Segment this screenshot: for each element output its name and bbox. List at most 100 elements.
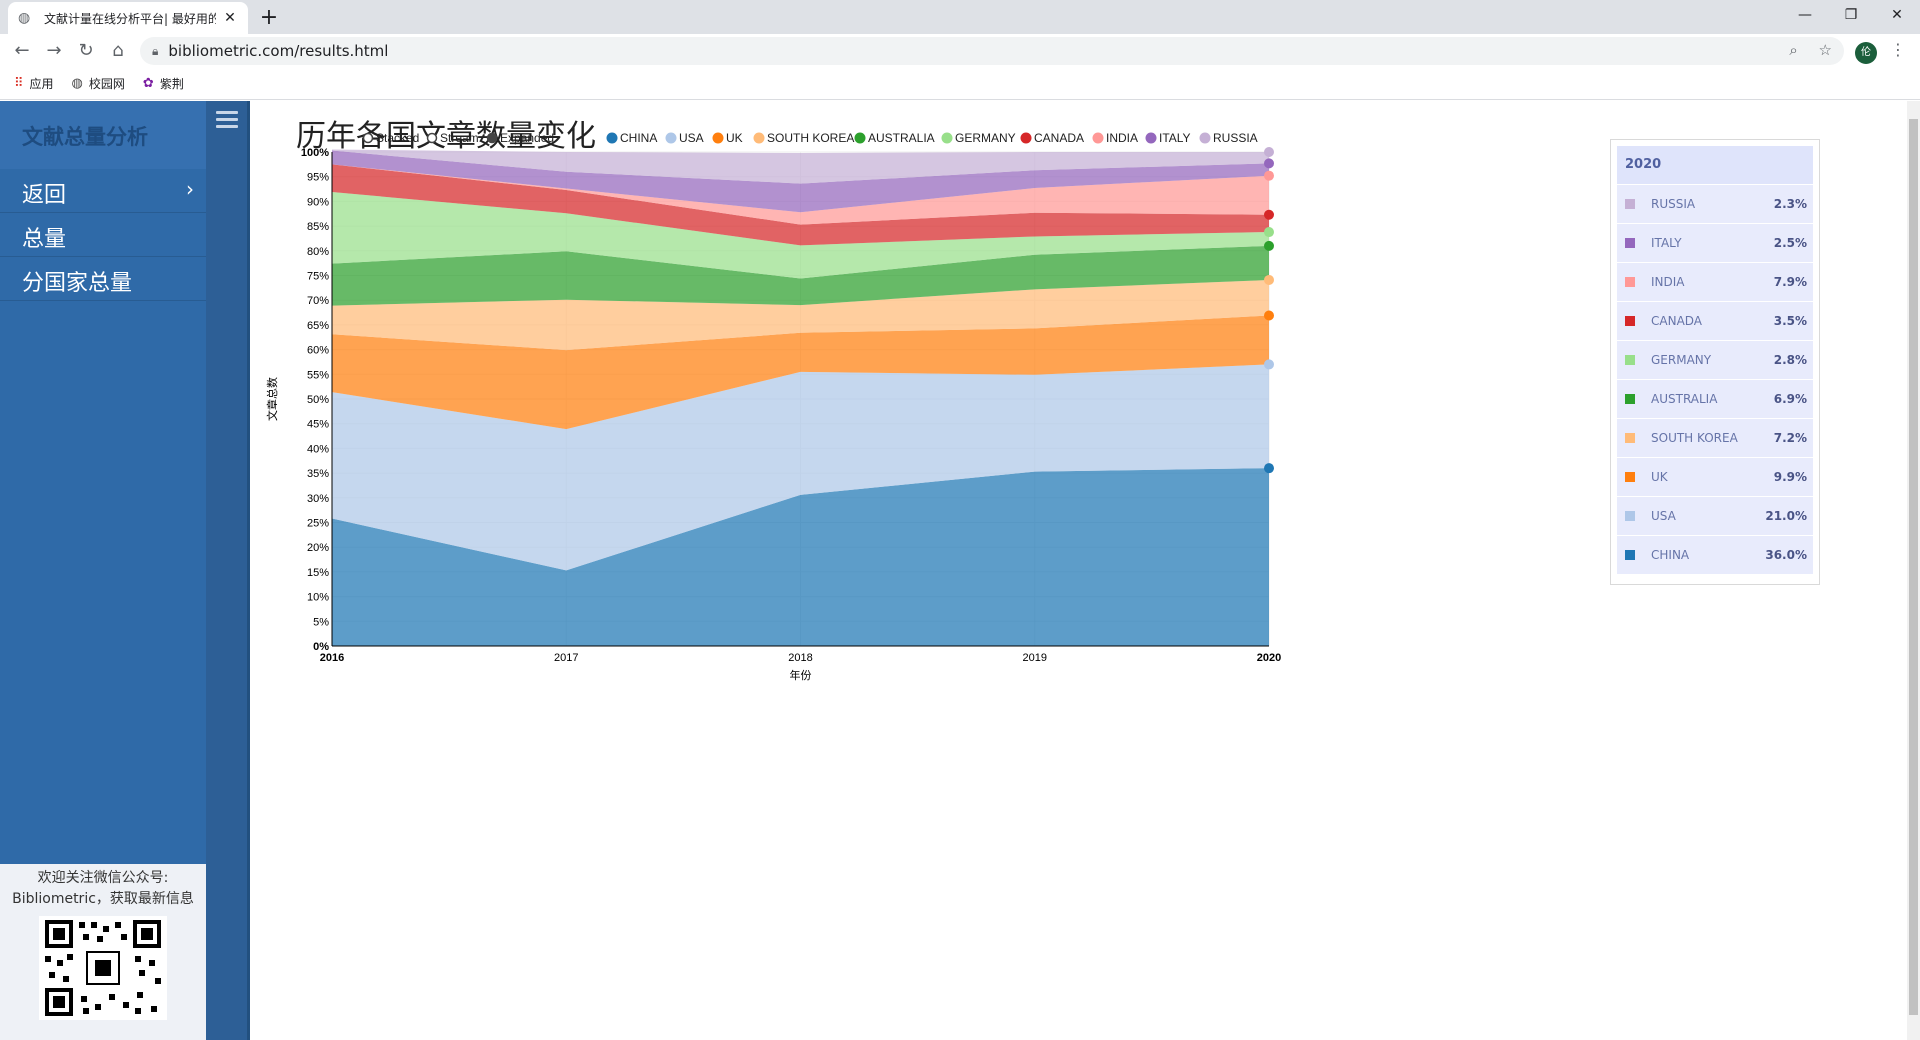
sidebar-title: 文献总量分析 [0, 101, 206, 169]
legend-label-italy[interactable]: ITALY [1159, 131, 1191, 145]
y-tick-label: 50% [307, 394, 329, 406]
footer-line1: 欢迎关注微信公众号: [37, 870, 169, 886]
home-icon[interactable]: ⌂ [112, 40, 124, 61]
legend-swatch [1625, 355, 1635, 365]
legend-dot-canada[interactable] [1020, 132, 1032, 144]
globe-icon: ◍ [71, 76, 83, 91]
legend-label-china[interactable]: CHINA [620, 131, 657, 145]
legend-dot-uk[interactable] [712, 132, 724, 144]
point-italy-2020 [1264, 158, 1274, 169]
legend-swatch [1625, 394, 1635, 404]
legend-swatch [1625, 277, 1635, 287]
legend-country-name: UK [1651, 470, 1668, 484]
forward-arrow-icon[interactable]: → [46, 40, 62, 61]
y-tick-label: 75% [307, 271, 329, 283]
vertical-scrollbar[interactable] [1907, 101, 1920, 1040]
reload-icon[interactable]: ↻ [78, 40, 94, 61]
area-italy [332, 150, 1269, 213]
zoom-icon[interactable]: ⌕ [1789, 41, 1798, 59]
minimize-button[interactable]: — [1798, 7, 1812, 23]
x-tick-label: 2019 [1023, 652, 1047, 664]
more-menu-icon[interactable]: ⋮ [1890, 40, 1906, 59]
legend-dot-china[interactable] [606, 132, 618, 144]
legend-label-south-korea[interactable]: SOUTH KOREA [767, 131, 854, 145]
bookmark-campus-net[interactable]: ◍ 校园网 [71, 76, 125, 91]
legend-country-name: GERMANY [1651, 353, 1712, 367]
area-canada [332, 164, 1269, 246]
y-tick-label: 45% [307, 419, 329, 431]
sidebar-item-total[interactable]: 总量 [0, 213, 206, 257]
legend-row-uk: UK 9.9% [1617, 458, 1813, 496]
y-tick-label: 5% [313, 616, 329, 628]
sidebar-footer: 欢迎关注微信公众号: Bibliometric，获取最新信息 [0, 864, 206, 1040]
legend-country-name: RUSSIA [1651, 197, 1696, 211]
legend-dot-germany[interactable] [941, 132, 953, 144]
tab-close-icon[interactable]: ✕ [224, 10, 236, 26]
legend-label-usa[interactable]: USA [679, 131, 704, 145]
legend-label-australia[interactable]: AUSTRALIA [868, 131, 935, 145]
legend-row-usa: USA 21.0% [1617, 497, 1813, 535]
sidebar: 文献总量分析 返回 › 总量 分国家总量 欢迎关注微信公众号: Bibliome… [0, 101, 206, 1040]
legend-row-china: CHINA 36.0% [1617, 536, 1813, 574]
mode-label-stream[interactable]: Stream [440, 131, 479, 145]
browser-tab[interactable]: ◍ 文献计量在线分析平台| 最好用的 ✕ [8, 2, 248, 34]
new-tab-button[interactable]: + [259, 5, 279, 30]
legend-dot-usa[interactable] [665, 132, 677, 144]
legend-country-value: 36.0% [1765, 548, 1807, 562]
restore-button[interactable]: ❐ [1844, 7, 1858, 23]
mode-radio-expanded[interactable] [486, 132, 498, 144]
area-india [332, 164, 1269, 225]
legend-label-canada[interactable]: CANADA [1034, 131, 1084, 145]
area-south-korea [332, 279, 1269, 351]
legend-dot-australia[interactable] [854, 132, 866, 144]
area-china [332, 468, 1269, 646]
point-china-2020 [1264, 463, 1274, 474]
legend-country-name: AUSTRALIA [1651, 392, 1718, 406]
y-tick-label: 70% [307, 295, 329, 307]
lock-icon: 🔒︎ [152, 43, 159, 58]
legend-swatch [1625, 511, 1635, 521]
legend-dot-russia[interactable] [1199, 132, 1211, 144]
legend-country-value: 3.5% [1773, 314, 1807, 328]
legend-row-germany: GERMANY 2.8% [1617, 341, 1813, 379]
legend-swatch [1625, 316, 1635, 326]
mode-radio-stacked[interactable] [362, 132, 374, 144]
bookmark-apps[interactable]: ⠿ 应用 [14, 76, 54, 91]
legend-year: 2020 [1617, 146, 1813, 184]
legend-country-value: 21.0% [1765, 509, 1807, 523]
legend-label-germany[interactable]: GERMANY [955, 131, 1016, 145]
sidebar-item-back[interactable]: 返回 › [0, 169, 206, 213]
bookmark-zijing[interactable]: ✿ 紫荆 [142, 76, 184, 91]
legend-country-value: 2.5% [1773, 236, 1807, 250]
main-content: 历年各国文章数量变化 0% 5% 10% 15% 20% 25% 30% 35% 40% 45% 5… [250, 101, 1920, 1040]
stacked-area-chart: 0% 5% 10% 15% 20% 25% 30% 35% 40% 45% 50% 55% 60% 65%… [265, 131, 1281, 682]
legend-country-value: 2.8% [1773, 353, 1807, 367]
legend-dot-south-korea[interactable] [753, 132, 765, 144]
apps-grid-icon: ⠿ [14, 76, 24, 91]
legend-row-canada: CANADA 3.5% [1617, 302, 1813, 340]
legend-country-value: 2.3% [1773, 197, 1807, 211]
page-title: 历年各国文章数量变化 [296, 119, 596, 154]
legend-dot-italy[interactable] [1145, 132, 1157, 144]
mode-label-stacked[interactable]: Stacked [376, 131, 419, 145]
mode-label-expanded[interactable]: Expanded [500, 131, 554, 145]
x-tick-label: 2016 [320, 652, 344, 664]
legend-dot-india[interactable] [1092, 132, 1104, 144]
legend-label-russia[interactable]: RUSSIA [1213, 131, 1258, 145]
scrollbar-thumb[interactable] [1909, 119, 1918, 1015]
hamburger-menu-icon[interactable] [216, 111, 238, 132]
close-window-button[interactable]: ✕ [1891, 7, 1903, 23]
back-arrow-icon[interactable]: ← [14, 40, 30, 61]
profile-avatar[interactable]: 伦 [1855, 42, 1877, 64]
y-tick-label: 100% [301, 147, 329, 159]
area-russia [332, 149, 1269, 184]
star-icon[interactable]: ☆ [1818, 41, 1832, 59]
bookmarks-bar: ⠿ 应用 ◍ 校园网 ✿ 紫荆 [0, 68, 1920, 100]
legend-label-uk[interactable]: UK [726, 131, 743, 145]
y-tick-label: 80% [307, 246, 329, 258]
address-bar[interactable]: 🔒︎ bibliometric.com/results.html ⌕ ☆ [140, 37, 1844, 65]
mode-radio-stream[interactable] [426, 132, 438, 144]
sidebar-item-by-country[interactable]: 分国家总量 [0, 257, 206, 301]
legend-label-india[interactable]: INDIA [1106, 131, 1138, 145]
legend-country-name: ITALY [1651, 236, 1682, 250]
